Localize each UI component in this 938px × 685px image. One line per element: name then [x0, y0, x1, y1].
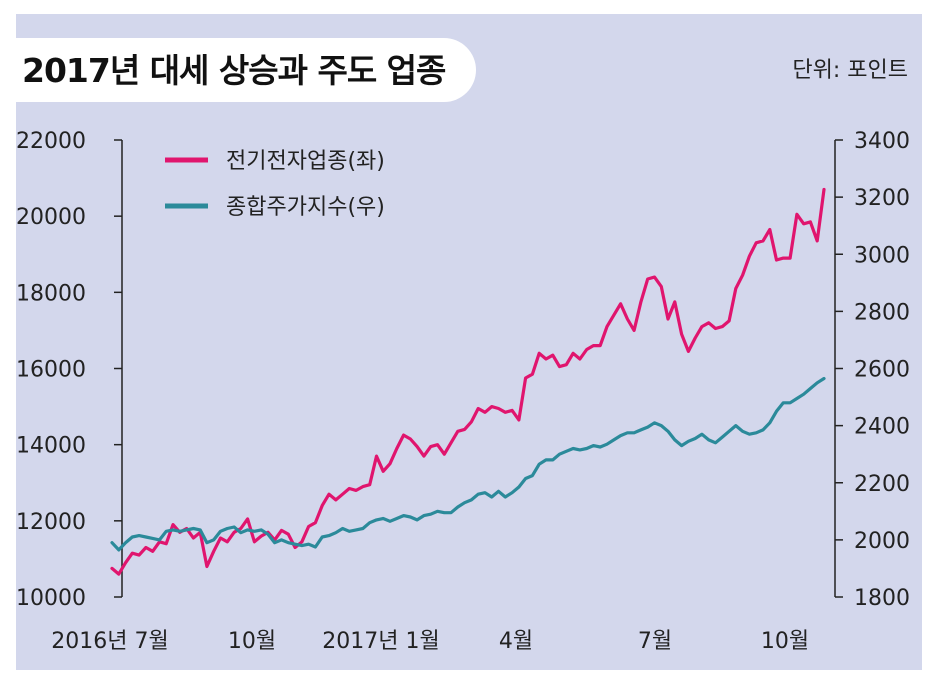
left-axis-ticks: 10000 12000 14000 16000 18000 20000 22000	[16, 129, 122, 611]
left-tick-label: 14000	[16, 434, 86, 459]
x-tick-label: 2017년 1월	[322, 629, 439, 654]
legend-label: 종합주가지수(우)	[226, 195, 385, 220]
right-tick-label: 2000	[854, 529, 910, 554]
series-line-kospi	[110, 376, 826, 552]
right-tick-label: 2200	[854, 472, 910, 497]
chart-panel: 2017년 대세 상승과 주도 업종 단위: 포인트	[16, 14, 922, 670]
right-tick-label: 2600	[854, 358, 910, 383]
left-tick-label: 22000	[16, 129, 86, 154]
title-box	[16, 38, 476, 102]
left-tick-label: 10000	[16, 586, 86, 611]
series-lines	[110, 187, 826, 576]
chart-title: 2017년 대세 상승과 주도 업종	[22, 51, 446, 90]
left-tick-label: 16000	[16, 358, 86, 383]
left-tick-label: 18000	[16, 281, 86, 306]
legend: 전기전자업종(좌) 종합주가지수(우)	[165, 149, 385, 220]
right-tick-label: 3000	[854, 243, 910, 268]
legend-label: 전기전자업종(좌)	[226, 149, 385, 174]
unit-label: 단위: 포인트	[792, 58, 908, 83]
right-axis-ticks: 1800 2000 2200 2400 2600 2800 3000 3200 3400	[835, 129, 910, 611]
x-tick-label: 7월	[638, 629, 672, 654]
x-tick-label: 2016년 7월	[51, 629, 168, 654]
right-tick-label: 2800	[854, 300, 910, 325]
x-tick-label: 10월	[228, 629, 276, 654]
right-tick-label: 3200	[854, 186, 910, 211]
series-line-electronics	[110, 187, 826, 576]
x-axis-ticks: 2016년 7월 10월 2017년 1월 4월 7월 10월	[51, 629, 809, 654]
left-tick-label: 20000	[16, 205, 86, 230]
right-tick-label: 2400	[854, 415, 910, 440]
x-tick-label: 10월	[761, 629, 809, 654]
right-tick-label: 3400	[854, 129, 910, 154]
x-tick-label: 4월	[499, 629, 533, 654]
right-tick-label: 1800	[854, 586, 910, 611]
left-tick-label: 12000	[16, 510, 86, 535]
